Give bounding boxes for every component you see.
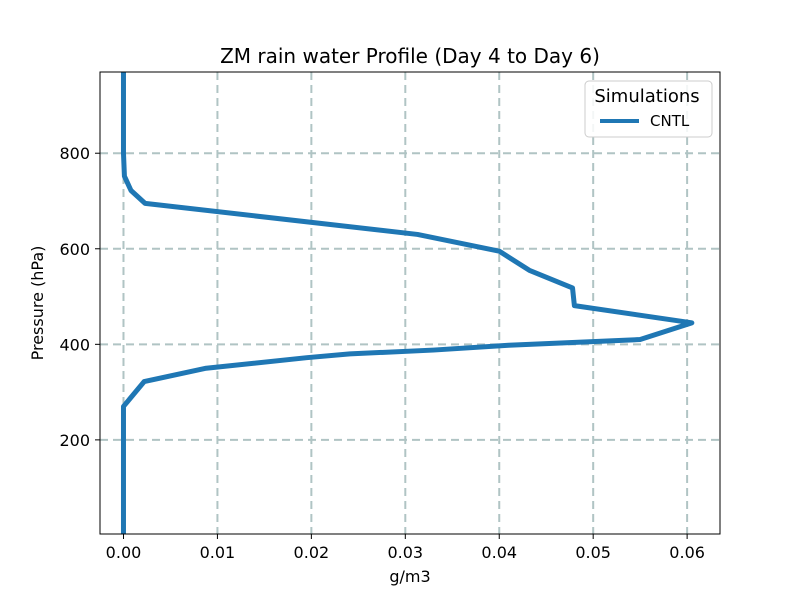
- y-tick-label: 400: [59, 335, 90, 354]
- grid: [100, 72, 720, 534]
- x-tick-label: 0.03: [387, 543, 423, 562]
- x-axis-label: g/m3: [389, 567, 430, 586]
- y-tick-label: 200: [59, 431, 90, 450]
- x-tick-label: 0.04: [481, 543, 517, 562]
- x-axis: 0.00 0.01 0.02 0.03 0.04 0.05 0.06: [106, 534, 705, 562]
- y-tick-label: 800: [59, 144, 90, 163]
- legend: Simulations CNTL: [584, 80, 713, 138]
- y-axis: 200 400 600 800: [59, 144, 100, 450]
- series-line-cntl: [120, 72, 695, 534]
- series-layer: [120, 72, 695, 534]
- x-tick-label: 0.06: [669, 543, 705, 562]
- y-tick-label: 600: [59, 240, 90, 259]
- plot-frame: [99, 71, 721, 535]
- x-tick-label: 0.00: [106, 543, 142, 562]
- x-tick-label: 0.01: [200, 543, 236, 562]
- x-tick-label: 0.05: [575, 543, 611, 562]
- legend-title: Simulations: [594, 86, 699, 107]
- chart-title: ZM rain water Profile (Day 4 to Day 6): [220, 44, 600, 68]
- y-axis-label: Pressure (hPa): [28, 246, 47, 361]
- legend-label-cntl: CNTL: [650, 112, 690, 130]
- x-tick-label: 0.02: [294, 543, 330, 562]
